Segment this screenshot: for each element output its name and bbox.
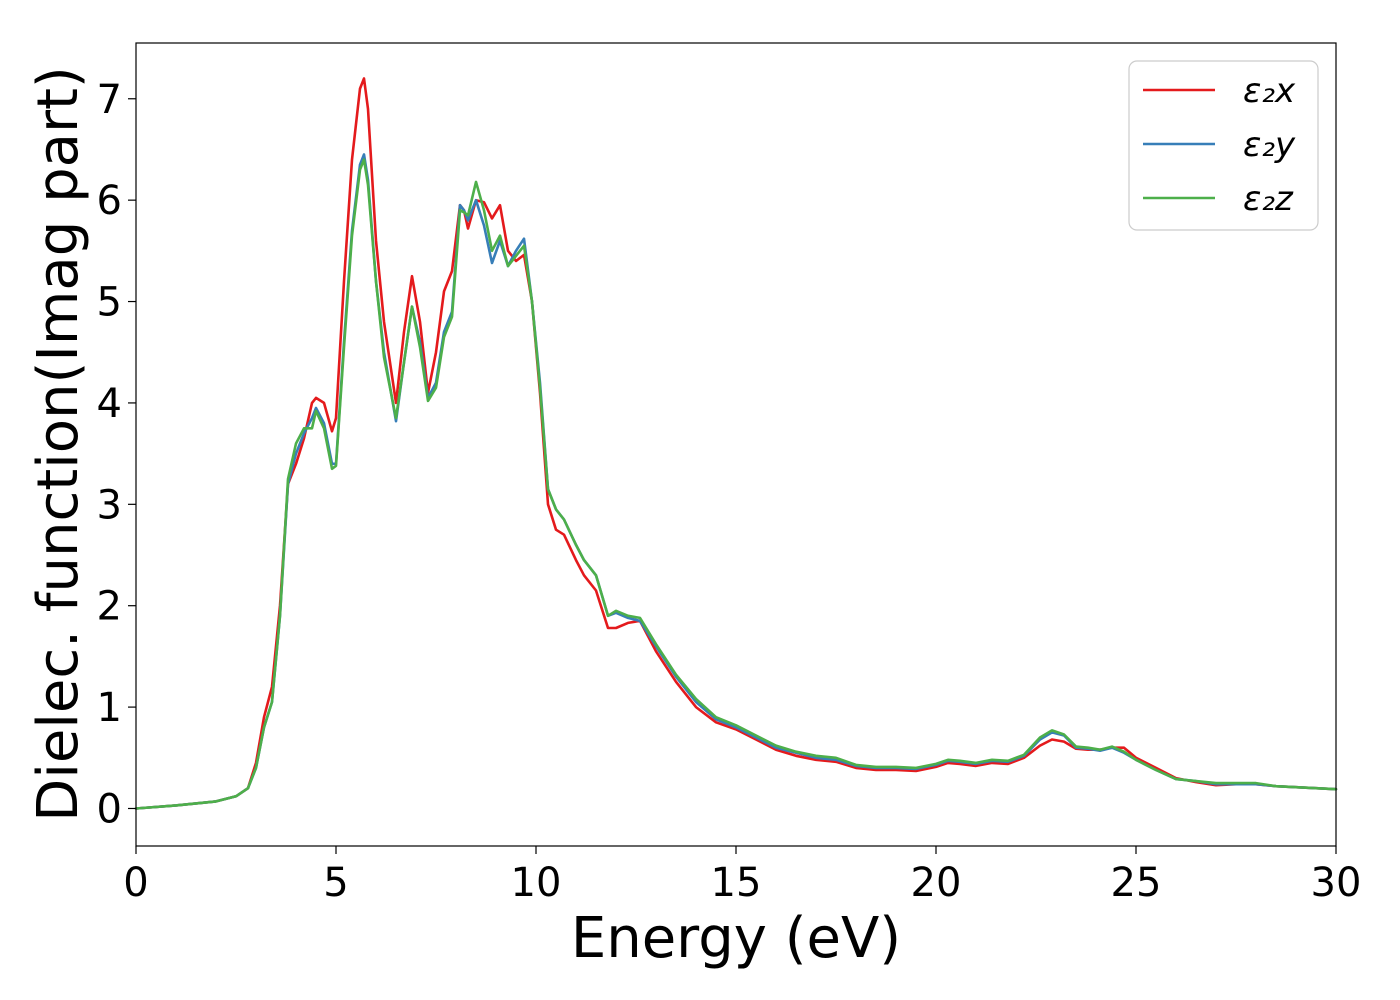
y-tick-label: 2 — [97, 584, 122, 630]
y-tick-label: 5 — [97, 280, 122, 326]
x-tick-label: 10 — [511, 860, 562, 906]
x-tick-label: 15 — [711, 860, 762, 906]
series-layer — [134, 77, 1338, 810]
series-line-3 — [134, 158, 1338, 810]
x-tick-label: 5 — [323, 860, 348, 906]
legend-box — [1128, 60, 1319, 231]
y-tick-label: 1 — [97, 685, 122, 731]
x-tick-label: 30 — [1311, 860, 1362, 906]
x-axis-label: Energy (eV) — [571, 906, 901, 971]
y-tick-label: 3 — [97, 482, 122, 528]
legend: ε₂x ε₂y ε₂z — [1128, 60, 1319, 231]
y-tick-label: 0 — [97, 786, 122, 832]
y-tick-label: 4 — [97, 381, 122, 427]
x-tick-label: 25 — [1111, 860, 1162, 906]
y-axis-label: Dielec. function(Imag part) — [26, 66, 91, 822]
legend-label-2: ε₂y — [1243, 125, 1296, 165]
legend-label-3: ε₂z — [1243, 179, 1294, 219]
x-axis: 0 5 10 15 20 25 30 — [123, 846, 1361, 906]
x-tick-label: 0 — [123, 860, 148, 906]
y-tick-label: 7 — [97, 77, 122, 123]
y-axis: 0 1 2 3 4 5 6 7 — [97, 77, 136, 832]
y-tick-label: 6 — [97, 178, 122, 224]
legend-label-1: ε₂x — [1243, 71, 1296, 111]
series-line-1 — [134, 77, 1338, 810]
x-tick-label: 20 — [911, 860, 962, 906]
